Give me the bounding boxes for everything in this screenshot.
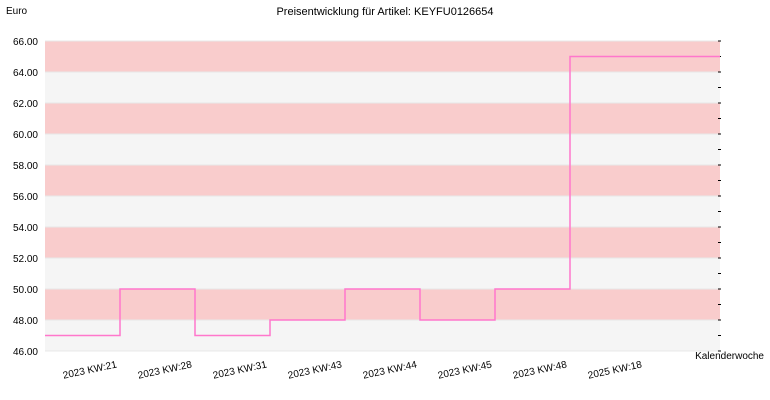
y-axis-tick-labels: 46.00 48.00 50.00 52.00 54.00 56.00 58.00 60.00… xyxy=(13,37,38,358)
y-tick-label: 66.00 xyxy=(13,37,38,48)
x-tick-label: 2025 KW:18 xyxy=(587,359,643,381)
chart-band xyxy=(45,320,720,351)
x-tick-label: 2023 KW:43 xyxy=(287,359,343,381)
chart-band xyxy=(45,258,720,289)
chart-title: Preisentwicklung für Artikel: KEYFU01266… xyxy=(276,6,493,18)
x-tick-label: 2023 KW:21 xyxy=(62,359,118,381)
y-tick-label: 48.00 xyxy=(13,316,38,327)
y-tick-label: 64.00 xyxy=(13,68,38,79)
y-tick-label: 60.00 xyxy=(13,130,38,141)
x-tick-label: 2023 KW:48 xyxy=(512,359,568,381)
x-tick-label: 2023 KW:31 xyxy=(212,359,268,381)
chart-band xyxy=(45,289,720,320)
y-tick-label: 52.00 xyxy=(13,254,38,265)
chart-background-bands xyxy=(45,41,720,351)
chart-band xyxy=(45,134,720,165)
y-tick-label: 56.00 xyxy=(13,192,38,203)
price-series xyxy=(45,55,720,337)
y-tick-label: 62.00 xyxy=(13,99,38,110)
chart-band xyxy=(45,196,720,227)
chart-band xyxy=(45,72,720,103)
x-axis-label: Kalenderwoche xyxy=(695,351,764,362)
right-axis-ticks xyxy=(718,40,721,352)
y-tick-label: 58.00 xyxy=(13,161,38,172)
y-tick-label: 46.00 xyxy=(13,347,38,358)
y-axis-label: Euro xyxy=(6,6,28,17)
x-tick-label: 2023 KW:45 xyxy=(437,359,493,381)
chart-band xyxy=(45,227,720,258)
price-step-line xyxy=(45,55,720,337)
chart-band xyxy=(45,165,720,196)
y-tick-label: 54.00 xyxy=(13,223,38,234)
chart-band xyxy=(45,103,720,134)
x-tick-label: 2023 KW:28 xyxy=(137,359,193,381)
x-tick-label: 2023 KW:44 xyxy=(362,359,418,381)
y-tick-label: 50.00 xyxy=(13,285,38,296)
x-axis-tick-labels: 2023 KW:21 2023 KW:28 2023 KW:31 2023 KW:43… xyxy=(62,359,643,381)
